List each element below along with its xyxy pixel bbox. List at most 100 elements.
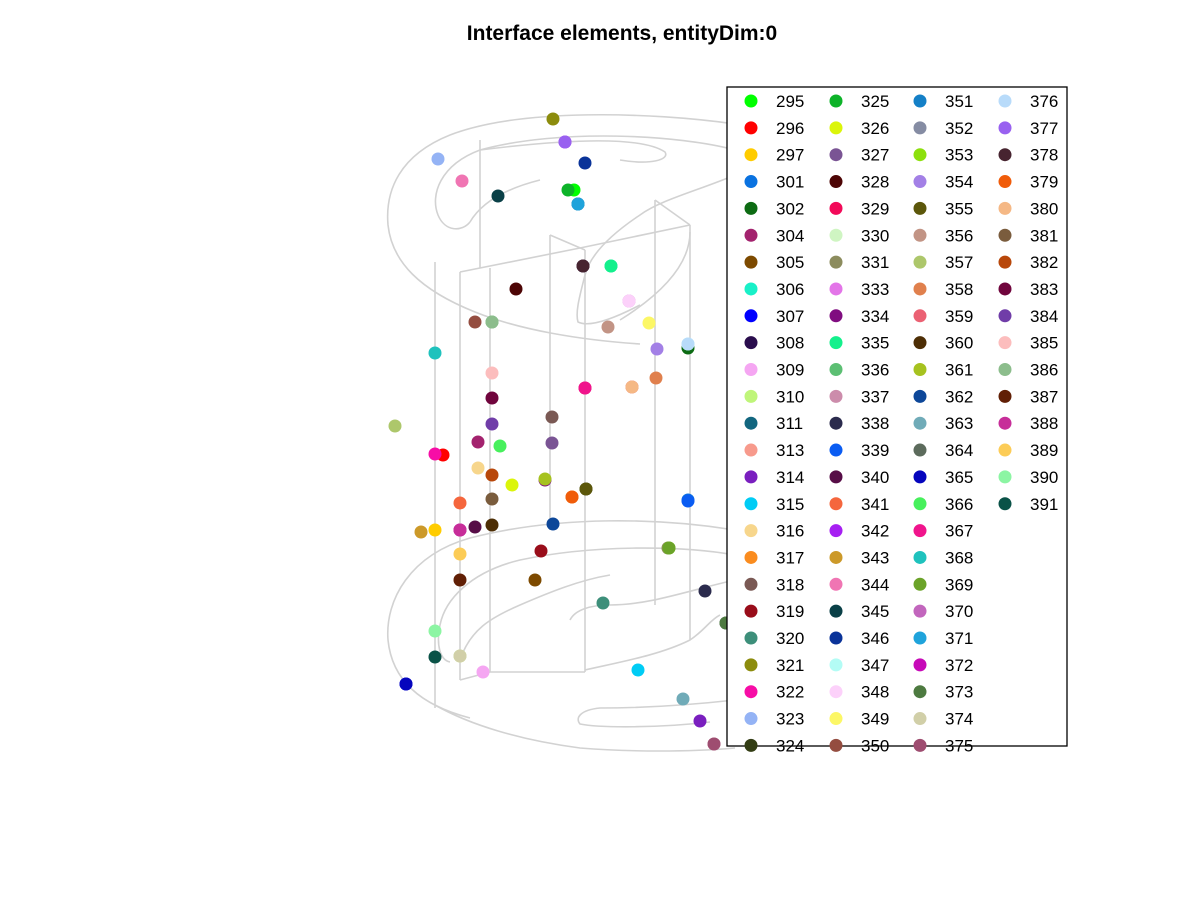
legend-marker-381 — [998, 228, 1012, 242]
legend-label-328: 328 — [861, 173, 889, 192]
legend-label-313: 313 — [776, 441, 804, 460]
legend-label-318: 318 — [776, 575, 804, 594]
legend-label-352: 352 — [945, 119, 973, 138]
legend-marker-328 — [829, 175, 843, 189]
legend-marker-377 — [998, 121, 1012, 135]
legend-label-341: 341 — [861, 495, 889, 514]
legend-label-323: 323 — [776, 710, 804, 729]
legend-label-308: 308 — [776, 334, 804, 353]
legend-marker-345 — [829, 604, 843, 618]
legend-marker-336 — [829, 363, 843, 376]
marker-338 — [698, 584, 712, 598]
legend-label-380: 380 — [1030, 199, 1058, 218]
legend-label-361: 361 — [945, 361, 973, 380]
legend-marker-329 — [829, 201, 843, 215]
legend-label-360: 360 — [945, 334, 973, 353]
marker-371 — [571, 197, 585, 211]
legend-marker-297 — [744, 148, 758, 162]
legend-marker-311 — [744, 416, 758, 430]
legend-label-345: 345 — [861, 602, 889, 621]
marker-343 — [414, 525, 428, 539]
legend-label-377: 377 — [1030, 119, 1058, 138]
marker-366 — [493, 439, 507, 453]
legend-marker-390 — [998, 470, 1012, 484]
legend-marker-307 — [744, 309, 758, 323]
legend-label-384: 384 — [1030, 307, 1058, 326]
legend-marker-366 — [913, 497, 927, 511]
legend-marker-384 — [998, 309, 1012, 323]
legend-label-319: 319 — [776, 602, 804, 621]
legend-label-329: 329 — [861, 199, 889, 218]
legend-label-387: 387 — [1030, 387, 1058, 406]
legend-marker-302 — [744, 201, 758, 215]
marker-360 — [485, 518, 499, 532]
legend-label-314: 314 — [776, 468, 804, 487]
legend-marker-385 — [998, 336, 1012, 350]
legend-label-346: 346 — [861, 629, 889, 648]
legend-label-388: 388 — [1030, 414, 1058, 433]
legend-marker-374 — [913, 712, 927, 726]
legend-marker-373 — [913, 685, 927, 699]
legend-marker-320 — [744, 631, 758, 645]
marker-374 — [453, 649, 467, 663]
legend-marker-331 — [829, 255, 843, 269]
legend-label-339: 339 — [861, 441, 889, 460]
legend-marker-342 — [829, 524, 843, 538]
legend-marker-368 — [913, 550, 927, 564]
legend-marker-315 — [744, 497, 758, 511]
marker-320 — [596, 596, 610, 610]
legend-label-307: 307 — [776, 307, 804, 326]
legend-label-325: 325 — [861, 92, 889, 111]
marker-323 — [431, 152, 445, 166]
legend-marker-317 — [744, 550, 758, 564]
marker-345 — [491, 189, 505, 203]
legend-box — [726, 86, 1068, 747]
marker-384 — [485, 417, 499, 431]
legend-label-375: 375 — [945, 736, 973, 755]
marker-387 — [453, 573, 467, 587]
legend-label-316: 316 — [776, 522, 804, 541]
legend-marker-308 — [744, 336, 758, 350]
data-markers — [388, 112, 733, 751]
legend-label-365: 365 — [945, 468, 973, 487]
legend-label-379: 379 — [1030, 173, 1058, 192]
legend-label-324: 324 — [776, 736, 804, 755]
marker-297 — [428, 523, 442, 537]
legend-marker-355 — [913, 201, 927, 215]
marker-356 — [601, 320, 615, 334]
legend-label-385: 385 — [1030, 334, 1058, 353]
legend-marker-357 — [913, 255, 927, 269]
legend-label-383: 383 — [1030, 280, 1058, 299]
legend-label-302: 302 — [776, 199, 804, 218]
legend-marker-389 — [998, 443, 1012, 457]
legend-label-305: 305 — [776, 253, 804, 272]
legend-label-306: 306 — [776, 280, 804, 299]
legend-label-357: 357 — [945, 253, 973, 272]
legend-marker-326 — [829, 121, 843, 135]
marker-383 — [485, 391, 499, 405]
legend-marker-354 — [913, 175, 927, 189]
marker-390 — [428, 624, 442, 638]
marker-361 — [538, 472, 552, 486]
legend-label-348: 348 — [861, 683, 889, 702]
legend-marker-301 — [744, 175, 758, 189]
marker-367 — [578, 381, 592, 395]
legend-marker-349 — [829, 712, 843, 726]
legend-marker-337 — [829, 389, 843, 403]
marker-346 — [578, 156, 592, 170]
marker-385 — [485, 366, 499, 380]
marker-388 — [453, 523, 467, 537]
legend-marker-295 — [744, 94, 758, 108]
marker-349 — [642, 316, 656, 330]
legend-marker-346 — [829, 631, 843, 645]
marker-341 — [453, 496, 467, 510]
legend-marker-325 — [829, 94, 843, 108]
marker-340 — [468, 520, 482, 534]
legend-label-351: 351 — [945, 92, 973, 111]
marker-379 — [565, 490, 579, 504]
legend-label-390: 390 — [1030, 468, 1058, 487]
legend-marker-387 — [998, 389, 1012, 403]
legend-marker-340 — [829, 470, 843, 484]
legend-label-317: 317 — [776, 548, 804, 567]
marker-335 — [604, 259, 618, 273]
